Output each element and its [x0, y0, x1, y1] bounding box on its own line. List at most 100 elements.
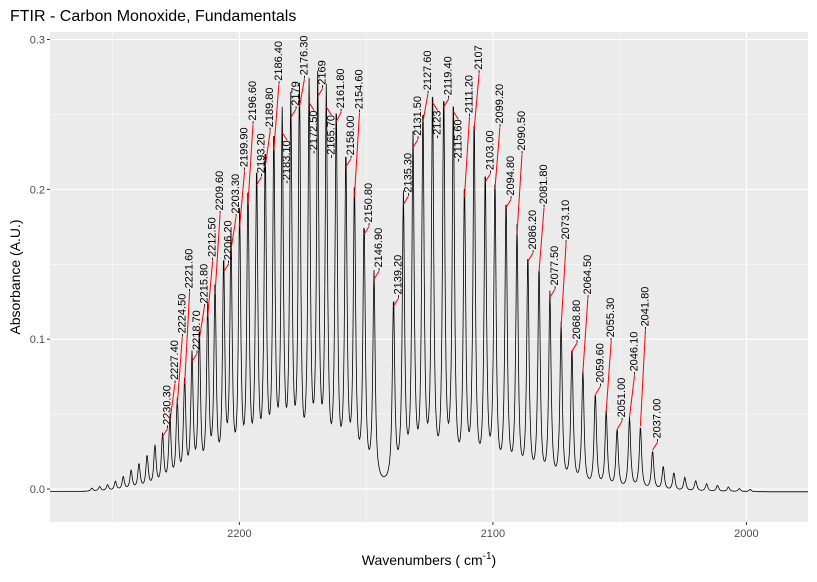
peak-label-segment — [605, 341, 612, 412]
peak-label: -2103.00 — [484, 130, 496, 173]
peak-label-segment — [198, 307, 205, 340]
peak-label: -2073.10 — [560, 200, 572, 243]
peak-label-segment — [298, 78, 305, 108]
peak-label: -2086.20 — [527, 210, 539, 253]
peak-label: -2227.40 — [169, 340, 181, 383]
peak-label-segment — [281, 132, 288, 141]
peak-label: -2179 — [290, 81, 302, 109]
peak-label-segment — [207, 260, 214, 317]
peak-label: -2212.50 — [207, 217, 219, 260]
peak-label: -2221.60 — [184, 249, 196, 292]
peak-label-segment — [463, 116, 470, 197]
peak-label-segment — [373, 270, 380, 280]
peak-label: -2189.80 — [264, 87, 276, 130]
peak-label-segment — [452, 111, 459, 120]
y-axis-title: Absorbance (A.U.) — [7, 219, 23, 334]
y-tick-label: 0.0 — [30, 484, 45, 496]
x-tick-label: 2200 — [227, 528, 251, 540]
peak-label-segment — [402, 196, 409, 205]
peak-label: -2161.80 — [335, 68, 347, 111]
spectrum-line — [50, 70, 808, 493]
peak-label: -2115.60 — [452, 119, 464, 162]
peak-label-segment — [184, 292, 191, 385]
peak-label-segment — [169, 383, 176, 422]
peak-label-segment — [473, 73, 480, 130]
peak-label-segment — [393, 297, 399, 307]
peak-label: -2077.50 — [549, 246, 561, 289]
peak-label: -2203.30 — [230, 174, 242, 217]
peak-label: -2099.20 — [494, 84, 506, 127]
peak-label: -2090.50 — [516, 111, 528, 154]
peak-label-segment — [571, 342, 578, 352]
x-axis-title-suffix: ) — [492, 552, 497, 568]
peak-label-segment — [317, 88, 324, 97]
peak-labels: -2230.30 -2227.40 -2224.50 -2221.60 -2218.70… — [162, 35, 664, 442]
peak-label-segment — [290, 109, 297, 118]
peak-label-segment — [230, 217, 237, 250]
peak-label: -2154.60 — [354, 69, 366, 112]
peak-label: -2037.00 — [652, 399, 664, 442]
peak-label-segment — [505, 199, 512, 208]
peak-label-segment — [484, 173, 491, 183]
peak-label: -2135.30 — [402, 153, 414, 196]
peak-label: -2193.20 — [256, 133, 268, 176]
peak-label: -2127.60 — [422, 50, 434, 93]
peak-label-segment — [214, 214, 221, 295]
peak-label-segment — [494, 127, 501, 190]
peak-label: -2218.70 — [191, 310, 203, 353]
peak-label: -2224.50 — [176, 294, 188, 337]
x-axis-title-superscript: -1 — [483, 551, 492, 562]
peak-label: -2215.80 — [198, 264, 210, 307]
peak-label: -2169 — [317, 60, 329, 88]
peak-label: -2119.40 — [443, 56, 455, 99]
peak-label: -2131.50 — [412, 96, 424, 139]
peak-label-segment — [560, 243, 567, 328]
plot-panel — [50, 32, 808, 522]
peak-label-segment — [652, 441, 659, 451]
x-axis-title-main: Wavenumbers ( cm — [362, 552, 483, 568]
peak-label-segment — [363, 226, 370, 235]
axes: 2200 2100 2000 0.0 0.1 0.2 0.3 — [30, 34, 759, 540]
peak-label-segment — [422, 93, 429, 122]
y-tick-label: 0.2 — [30, 184, 45, 196]
x-tick-label: 2100 — [481, 528, 505, 540]
peak-label: -2059.60 — [594, 343, 606, 386]
peak-label: -2139.20 — [393, 255, 405, 298]
peak-label: -2186.40 — [273, 41, 285, 84]
peak-label: -2055.30 — [605, 298, 617, 341]
peak-label: -2165.70 — [325, 115, 337, 158]
peak-label-segments — [162, 73, 659, 451]
peak-label-segment — [353, 112, 360, 197]
peak-label-segment — [616, 420, 623, 430]
gridlines — [50, 32, 808, 522]
peak-label-segment — [162, 428, 168, 437]
peak-label-segment — [335, 111, 342, 123]
peak-label-segment — [239, 170, 246, 227]
peak-label-segment — [527, 253, 534, 262]
peak-label-segment — [256, 176, 263, 186]
peak-label: -2094.80 — [505, 156, 517, 199]
peak-label: -2206.20 — [223, 220, 235, 263]
peak-label-segment — [629, 375, 636, 418]
x-axis-title: Wavenumbers ( cm-1) — [362, 551, 496, 568]
peak-label-segment — [549, 288, 556, 298]
peak-label: -2176.30 — [299, 35, 311, 78]
peak-label-segment — [432, 102, 438, 111]
peak-label: -2081.80 — [538, 164, 550, 207]
peak-label: -2183.10 — [281, 140, 293, 183]
peak-label-segment — [412, 139, 419, 148]
peak-label: -2123 — [432, 110, 444, 138]
y-tick-label: 0.1 — [30, 334, 45, 346]
peak-label: -2107 — [473, 45, 485, 73]
peak-label-segment — [345, 158, 352, 168]
peak-label: -2064.50 — [582, 255, 594, 298]
peak-label: -2146.90 — [373, 228, 385, 271]
peak-label-segment — [273, 84, 280, 151]
y-tick-label: 0.3 — [30, 34, 45, 46]
peak-label-segment — [538, 207, 545, 272]
peak-label: -2111.20 — [464, 75, 476, 117]
peak-label-segment — [582, 298, 589, 373]
peak-label-segment — [176, 337, 183, 406]
peak-label: -2150.80 — [363, 183, 375, 226]
peak-label: -2041.80 — [639, 287, 651, 330]
